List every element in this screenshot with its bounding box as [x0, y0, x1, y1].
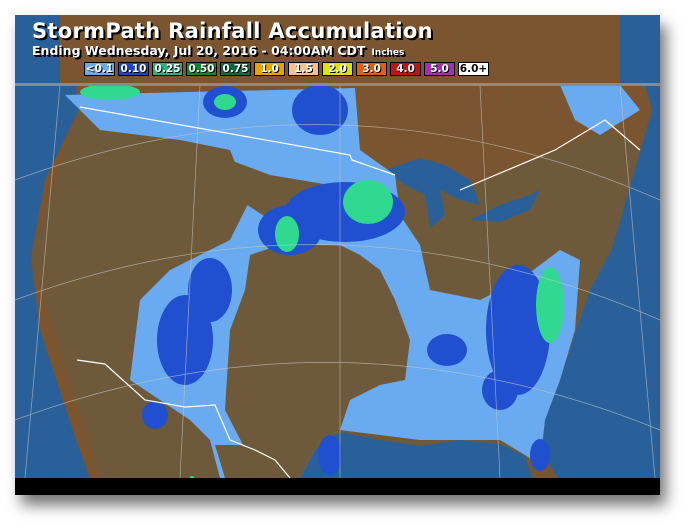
rain-blue-texas	[318, 435, 342, 475]
ocean-ne	[620, 15, 660, 85]
legend-item: 0.10	[118, 62, 149, 76]
rain-blue-arizona	[157, 295, 213, 385]
units-label: Inches	[371, 48, 405, 58]
us-canada-border	[79, 106, 641, 191]
rainfall-legend: <0.1 0.10 0.25 0.50 0.75 1.0 1.5 2.0 3.0…	[84, 62, 489, 76]
us-mexico-border	[76, 359, 291, 479]
header-divider	[15, 83, 660, 86]
rainfall-map	[15, 15, 660, 495]
rain-green-canada-1	[214, 94, 236, 110]
lake-erie-ontario	[470, 190, 540, 222]
dry-plains	[225, 245, 410, 478]
ocean-nw	[15, 15, 60, 85]
legend-item: 5.0	[424, 62, 455, 76]
bottom-bar	[15, 478, 660, 495]
graticule	[15, 84, 660, 479]
rain-blue-georgia	[482, 370, 518, 410]
rain-blue-carolinas	[486, 265, 550, 395]
rain-green-nebraska	[275, 216, 299, 252]
rain-green-virginia	[536, 267, 564, 343]
ending-time: Ending Wednesday, Jul 20, 2016 - 04:00AM…	[32, 43, 366, 58]
map-title: StormPath Rainfall Accumulation	[32, 19, 433, 43]
legend-item: 4.0	[390, 62, 421, 76]
rain-green-canada-0	[80, 84, 140, 100]
legend-item: 0.50	[186, 62, 217, 76]
rain-blue-canada-2	[292, 85, 348, 135]
map-subtitle: Ending Wednesday, Jul 20, 2016 - 04:00AM…	[32, 43, 404, 58]
legend-item: 2.0	[322, 62, 353, 76]
legend-item: 1.0	[254, 62, 285, 76]
rain-light-canada-east	[560, 85, 640, 135]
legend-item: 1.5	[288, 62, 319, 76]
rain-blue-tennessee	[427, 334, 467, 366]
great-lakes	[385, 158, 480, 228]
rain-green-minnesota	[343, 180, 393, 224]
dry-mexico	[215, 445, 280, 478]
rainfall-map-frame: StormPath Rainfall Accumulation Ending W…	[15, 15, 660, 495]
rain-blue-florida	[530, 439, 550, 471]
rain-blue-mexico	[142, 401, 168, 429]
legend-item: 3.0	[356, 62, 387, 76]
legend-item: 0.75	[220, 62, 251, 76]
legend-item: 0.25	[152, 62, 183, 76]
atlantic-ocean	[540, 85, 660, 478]
gulf-of-mexico	[300, 432, 532, 478]
legend-item: 6.0+	[458, 62, 489, 76]
legend-item: <0.1	[84, 62, 115, 76]
